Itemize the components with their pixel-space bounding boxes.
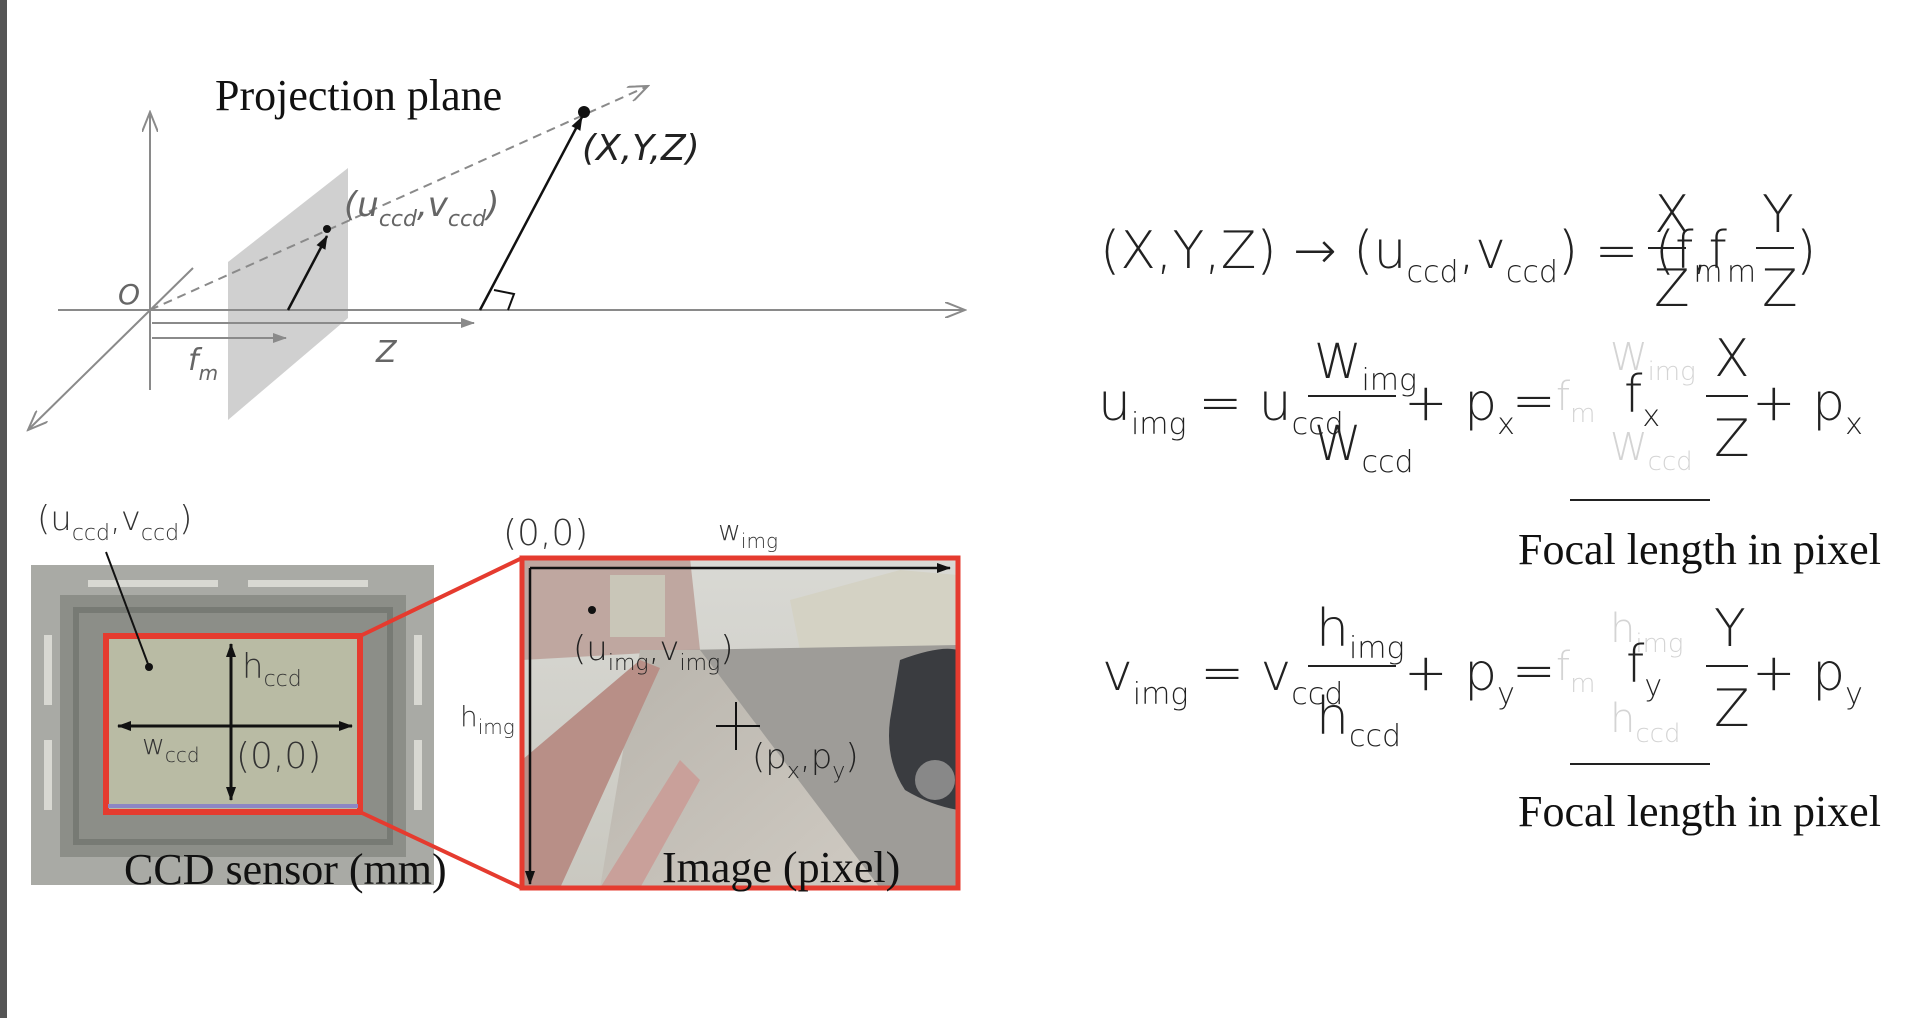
u-image-equation: uimg = uccd Wimg Wccd + px = fm Wimg Wccd… <box>1098 329 1881 574</box>
image-frame <box>519 555 961 891</box>
x-axis <box>28 267 194 430</box>
street-photo-planter-top <box>600 760 700 888</box>
ccd-point-arrow <box>286 235 329 311</box>
fm-label: fm <box>188 343 218 385</box>
svg-text:fm: fm <box>1556 374 1595 429</box>
svg-text:fy: fy <box>1626 635 1662 704</box>
svg-text:himg: himg <box>1316 599 1405 666</box>
focal-length-caption-1: Focal length in pixel <box>1518 525 1881 574</box>
svg-text:Wccd: Wccd <box>1610 425 1693 477</box>
ccd-point-label: (uccd,vccd) <box>344 185 499 232</box>
svg-text:Y: Y <box>1762 185 1794 245</box>
svg-text:Z: Z <box>1714 679 1750 739</box>
svg-text:Z: Z <box>1714 409 1750 469</box>
projection-plane-title: Projection plane <box>215 71 502 120</box>
svg-text:Z: Z <box>1654 259 1690 319</box>
svg-text:hccd: hccd <box>1610 696 1680 749</box>
ccd-sensor-figure: (uccd,vccd) hccd wccd (0,0) CCD sensor (… <box>31 499 447 894</box>
world-point-dot <box>578 106 590 118</box>
svg-text:+ py: + py <box>1752 643 1863 712</box>
image-w-label: wimg <box>718 514 778 553</box>
right-angle-marker <box>493 289 516 311</box>
svg-text:+ py: + py <box>1404 643 1515 712</box>
zoom-line-top <box>359 556 523 638</box>
sensor-point-dot <box>145 663 153 671</box>
sensor-corner-label: (uccd,vccd) <box>37 499 192 546</box>
svg-text:,fm: ,fm <box>1692 221 1756 290</box>
sensor-caption: CCD sensor (mm) <box>124 845 447 894</box>
svg-text:Wimg: Wimg <box>1610 335 1696 387</box>
origin-label: O <box>118 278 140 311</box>
svg-text:=: = <box>1512 371 1556 431</box>
ccd-point-dot <box>323 225 331 233</box>
svg-text:vimg= vccd: vimg = vccd <box>1102 643 1343 712</box>
focal-length-caption-2: Focal length in pixel <box>1518 787 1881 836</box>
svg-text:X: X <box>1714 329 1750 389</box>
svg-text:himg: himg <box>1610 606 1684 659</box>
street-photo-building-window <box>610 575 665 637</box>
svg-text:X: X <box>1654 185 1690 245</box>
z-label: Z <box>375 335 398 370</box>
sensor-active-area <box>103 633 363 815</box>
image-point-dot <box>588 606 596 614</box>
projection-ray <box>149 86 648 311</box>
u-ghost-terms: fm Wimg Wccd <box>1556 335 1696 477</box>
world-point-label: (X,Y,Z) <box>582 128 700 169</box>
equations: (X,Y,Z) → (uccd,vccd) = (fm X Z ,fm Y Z … <box>1098 185 1881 836</box>
v-ghost-terms: fm himg hccd <box>1556 606 1684 749</box>
image-caption: Image (pixel) <box>662 843 900 892</box>
svg-text:(X,Y,Z) → (uccd,vccd) = (fm: (X,Y,Z) → (uccd,vccd) = (fm <box>1100 221 1723 290</box>
street-photo-planter <box>522 660 660 888</box>
projection-plane <box>228 168 348 420</box>
svg-text:=: = <box>1512 641 1556 701</box>
svg-text:Wccd: Wccd <box>1314 416 1414 480</box>
svg-text:Z: Z <box>1762 259 1798 319</box>
svg-text:fx: fx <box>1624 365 1660 434</box>
sensor-leader-line <box>105 551 149 665</box>
svg-text:uimg= uccd: uimg = uccd <box>1098 373 1344 442</box>
svg-text:+ px: + px <box>1752 373 1863 442</box>
svg-text:): ) <box>1796 221 1816 281</box>
svg-text:hccd: hccd <box>1316 687 1401 754</box>
world-point-arrow <box>478 116 584 311</box>
sensor-h-label: hccd <box>242 647 302 692</box>
sensor-inner-frame <box>73 607 393 845</box>
street-photo-car-wheel <box>915 760 955 800</box>
svg-text:Y: Y <box>1714 599 1746 659</box>
svg-text:fm: fm <box>1556 644 1595 699</box>
svg-text:Wimg: Wimg <box>1314 334 1417 398</box>
svg-text:+ px: + px <box>1404 373 1515 442</box>
left-window-edge <box>0 0 7 1018</box>
image-figure: (0,0) wimg himg (uimg,vimg) (px,py) Imag… <box>460 513 961 892</box>
street-photo-building-right <box>790 570 958 650</box>
image-origin-label: (0,0) <box>503 513 588 554</box>
image-point-label: (uimg,vimg) <box>573 629 734 676</box>
sensor-pins <box>44 580 422 810</box>
principal-point-label: (px,py) <box>752 737 859 784</box>
v-image-equation: vimg = vccd himg hccd + py = fm himg hccd… <box>1102 599 1881 836</box>
projection-equation: (X,Y,Z) → (uccd,vccd) = (fm X Z ,fm Y Z … <box>1100 185 1816 319</box>
image-h-label: himg <box>460 700 515 739</box>
sensor-origin-label: (0,0) <box>236 736 321 777</box>
zoom-line-bottom <box>359 810 523 890</box>
sensor-w-label: wccd <box>142 728 200 767</box>
projection-diagram: Projection plane O (X,Y,Z) (uccd,vccd) f… <box>28 71 965 430</box>
